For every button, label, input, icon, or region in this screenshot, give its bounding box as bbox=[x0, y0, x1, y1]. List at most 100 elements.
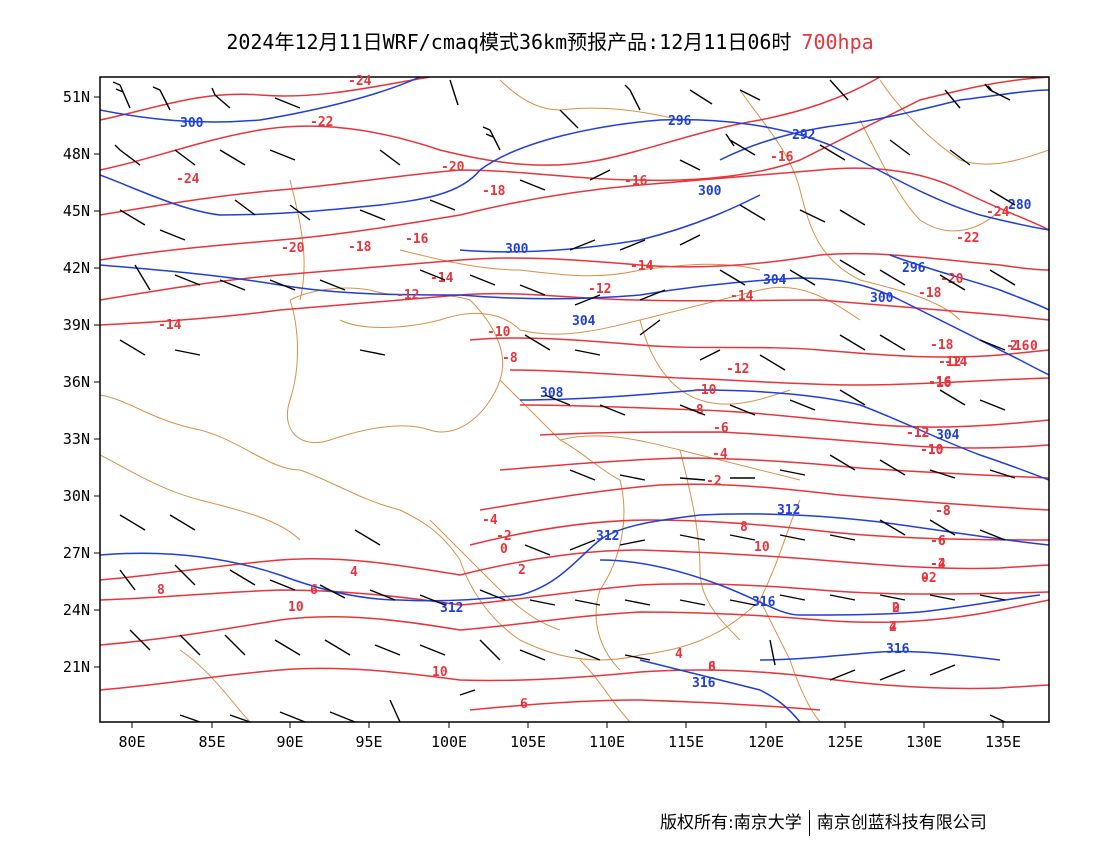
wind-barb bbox=[219, 279, 246, 291]
wind-barb bbox=[369, 589, 396, 601]
temperature-label: -20 bbox=[281, 241, 305, 256]
height-label: 308 bbox=[540, 386, 564, 401]
temperature-label: -16 bbox=[405, 232, 429, 247]
height-label: 292 bbox=[792, 128, 815, 143]
wind-barb bbox=[789, 399, 816, 411]
wind-barb bbox=[169, 514, 196, 531]
temperature-label: -16 bbox=[1006, 339, 1030, 354]
temperature-label: 10 bbox=[754, 540, 770, 555]
temperature-label: -22 bbox=[956, 231, 979, 246]
wind-barb bbox=[779, 534, 806, 541]
wind-barb bbox=[119, 339, 146, 356]
wind-barb bbox=[739, 89, 761, 101]
wind-barb bbox=[459, 689, 476, 696]
wind-barb bbox=[419, 594, 446, 606]
lon-tick-label: 100E bbox=[431, 733, 467, 751]
temperature-label: -12 bbox=[588, 282, 611, 297]
temperature-label: -16 bbox=[928, 376, 952, 391]
wind-barb bbox=[274, 639, 301, 656]
height-label: 316 bbox=[752, 595, 776, 610]
wind-barb bbox=[469, 274, 496, 286]
lat-tick-label: 48N bbox=[63, 145, 90, 163]
height-label: 296 bbox=[668, 114, 692, 129]
lat-tick-label: 21N bbox=[63, 658, 90, 676]
wind-barb bbox=[319, 584, 346, 599]
temperature-label: -18 bbox=[930, 338, 954, 353]
wind-barb bbox=[324, 639, 351, 656]
wind-barb bbox=[419, 269, 446, 281]
temperature-label: 4 bbox=[350, 565, 358, 580]
wind-barb bbox=[889, 139, 911, 156]
wind-barb bbox=[989, 269, 1016, 286]
wind-barb bbox=[482, 126, 501, 151]
temperature-label: 4 bbox=[889, 620, 897, 635]
temperature-label: -10 bbox=[693, 383, 717, 398]
temperature-label: -2 bbox=[706, 474, 722, 489]
temperature-label: -16 bbox=[624, 174, 648, 189]
wind-barb bbox=[269, 149, 296, 161]
wind-barb bbox=[719, 269, 746, 286]
temperature-label: 10 bbox=[288, 600, 304, 615]
wind-barb bbox=[114, 144, 141, 166]
wind-barb bbox=[519, 179, 546, 191]
wind-barb bbox=[419, 644, 446, 656]
wind-barb bbox=[359, 349, 386, 356]
temperature-label: -12 bbox=[906, 426, 929, 441]
wind-barb bbox=[524, 544, 551, 556]
wind-barb bbox=[639, 289, 666, 301]
wind-barb bbox=[679, 234, 701, 246]
height-label: 300 bbox=[180, 116, 204, 131]
wind-barb bbox=[174, 149, 196, 166]
wind-barb bbox=[624, 599, 651, 606]
footer-divider bbox=[808, 810, 810, 836]
axis-tick-marks bbox=[94, 96, 1004, 728]
wind-barb bbox=[569, 539, 596, 551]
copyright-footer: 版权所有:南京大学 南京创蓝科技有限公司 bbox=[660, 808, 987, 836]
temperature-label: 2 bbox=[892, 601, 900, 616]
wind-barb bbox=[929, 664, 956, 676]
temperature-label: -14 bbox=[730, 289, 754, 304]
temperature-label: 0 bbox=[921, 571, 929, 586]
temperature-label: -8 bbox=[935, 504, 951, 519]
temperature-label: -2 bbox=[930, 557, 946, 572]
lat-tick-labels: 51N 48N 45N 42N 39N 36N 33N 30N 27N 24N … bbox=[63, 88, 90, 676]
wind-barb bbox=[979, 399, 1006, 411]
wind-barb bbox=[689, 89, 713, 105]
company-text: 南京创蓝科技有限公司 bbox=[816, 813, 987, 833]
lon-tick-label: 90E bbox=[276, 733, 303, 751]
wind-barb bbox=[879, 519, 906, 536]
height-label: 312 bbox=[777, 503, 800, 518]
temperature-label: -12 bbox=[938, 355, 961, 370]
wind-barb bbox=[639, 319, 661, 336]
title-main: 2024年12月11日WRF/cmaq模式36km预报产品:12月11日06时 bbox=[226, 30, 792, 54]
wind-barb bbox=[679, 477, 706, 481]
lon-tick-label: 130E bbox=[906, 733, 942, 751]
wind-barb bbox=[829, 534, 856, 541]
lon-tick-label: 125E bbox=[827, 733, 863, 751]
wind-barb bbox=[174, 564, 196, 586]
temperature-label: -6 bbox=[930, 534, 946, 549]
wind-barb bbox=[759, 354, 786, 371]
wind-barb bbox=[879, 334, 906, 351]
wind-barb bbox=[829, 669, 856, 681]
wind-barb bbox=[319, 279, 346, 291]
lon-tick-label: 80E bbox=[118, 733, 145, 751]
wind-barb bbox=[574, 294, 601, 306]
wind-barb bbox=[134, 264, 151, 291]
plot-frame bbox=[99, 76, 1050, 723]
wind-barb bbox=[729, 534, 756, 541]
temperature-label: 0 bbox=[892, 601, 900, 616]
wind-barb bbox=[879, 669, 906, 681]
wind-barb bbox=[879, 594, 906, 601]
wind-barb bbox=[839, 389, 866, 406]
wind-barb bbox=[829, 454, 856, 471]
wind-barb bbox=[119, 209, 146, 226]
lat-tick-label: 45N bbox=[63, 202, 90, 220]
lat-tick-label: 27N bbox=[63, 544, 90, 562]
temperature-label: -24 bbox=[176, 172, 200, 187]
wind-barb bbox=[119, 514, 146, 531]
temperature-label: -20 bbox=[441, 160, 465, 175]
temperature-label: 8 bbox=[740, 520, 748, 535]
height-label: 304 bbox=[763, 273, 787, 288]
temperature-label: -12 bbox=[906, 426, 929, 441]
